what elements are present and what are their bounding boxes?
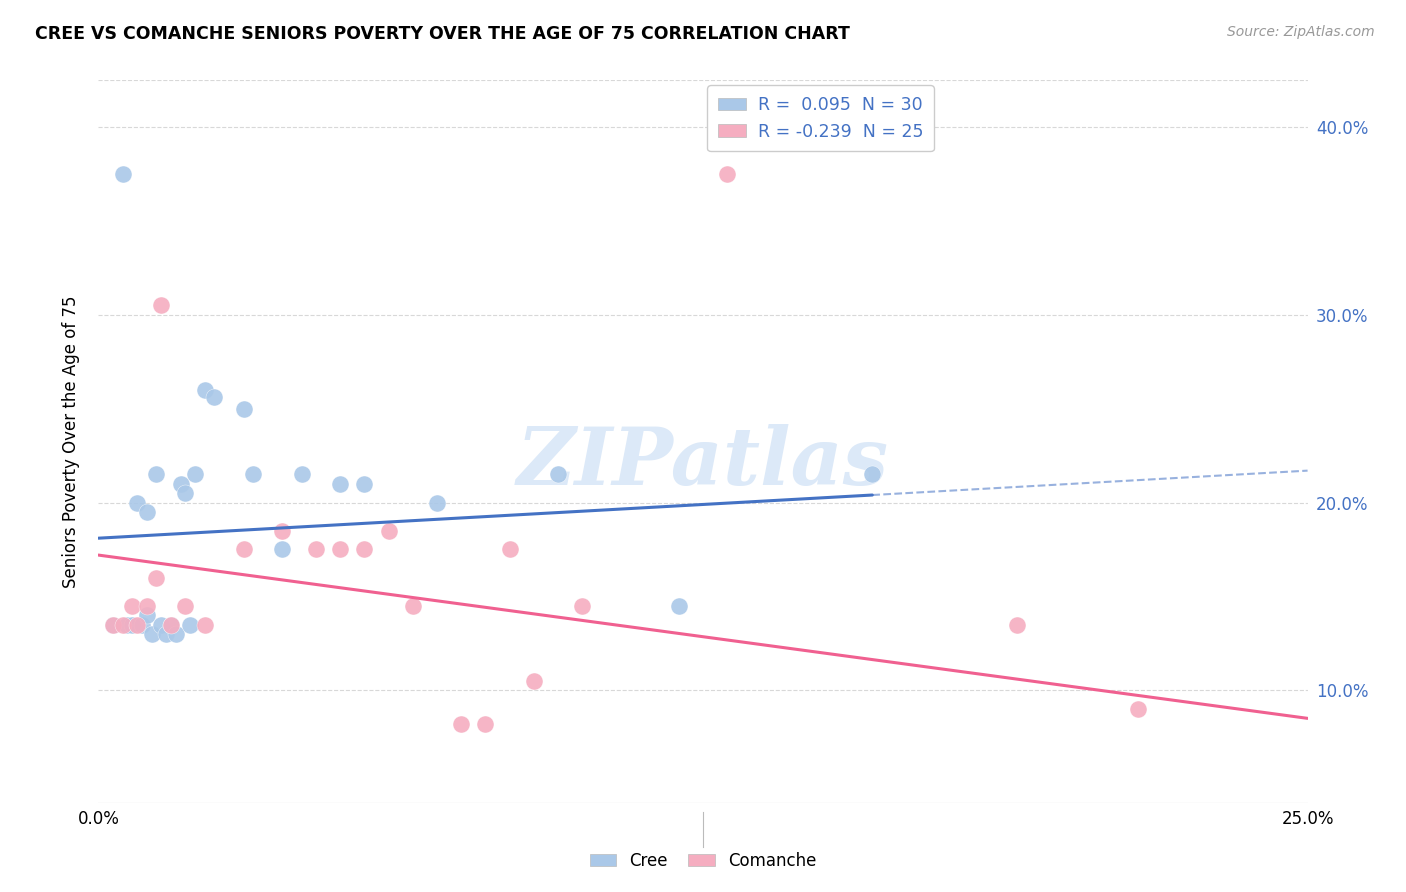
Point <box>141 627 163 641</box>
Point <box>1128 702 1150 716</box>
Point <box>117 617 139 632</box>
Point <box>101 617 124 632</box>
Point <box>165 627 187 641</box>
Point <box>305 542 328 557</box>
Point <box>121 617 143 632</box>
Legend: R =  0.095  N = 30, R = -0.239  N = 25: R = 0.095 N = 30, R = -0.239 N = 25 <box>707 86 934 151</box>
Point <box>716 167 738 181</box>
Point <box>174 599 197 613</box>
Point <box>135 608 157 623</box>
Text: Source: ZipAtlas.com: Source: ZipAtlas.com <box>1227 25 1375 39</box>
Point <box>377 524 399 538</box>
Point <box>150 298 173 312</box>
Point <box>194 383 217 397</box>
Point <box>571 599 593 613</box>
Point <box>242 467 264 482</box>
Point <box>232 542 254 557</box>
Point <box>121 599 143 613</box>
Point <box>547 467 569 482</box>
Point <box>155 627 177 641</box>
Point <box>111 617 134 632</box>
Point <box>174 486 197 500</box>
Point <box>523 673 546 688</box>
Point <box>290 467 312 482</box>
Point <box>127 617 149 632</box>
Point <box>498 542 520 557</box>
Point <box>150 617 173 632</box>
Point <box>179 617 201 632</box>
Point <box>101 617 124 632</box>
Text: ZIPatlas: ZIPatlas <box>517 425 889 502</box>
Text: CREE VS COMANCHE SENIORS POVERTY OVER THE AGE OF 75 CORRELATION CHART: CREE VS COMANCHE SENIORS POVERTY OVER TH… <box>35 25 851 43</box>
Point <box>184 467 207 482</box>
Point <box>329 476 352 491</box>
Point <box>135 505 157 519</box>
Point <box>232 401 254 416</box>
Point <box>353 476 375 491</box>
Point <box>160 617 183 632</box>
Point <box>111 167 134 181</box>
Y-axis label: Seniors Poverty Over the Age of 75: Seniors Poverty Over the Age of 75 <box>62 295 80 588</box>
Point <box>329 542 352 557</box>
Point <box>194 617 217 632</box>
Point <box>271 542 294 557</box>
Point <box>271 524 294 538</box>
Point <box>204 391 226 405</box>
Point <box>860 467 883 482</box>
Point <box>474 717 496 731</box>
Point <box>127 495 149 509</box>
Point <box>668 599 690 613</box>
Point <box>450 717 472 731</box>
Point <box>426 495 449 509</box>
Point <box>353 542 375 557</box>
Point <box>131 617 153 632</box>
Legend: Cree, Comanche: Cree, Comanche <box>583 846 823 877</box>
Point <box>402 599 425 613</box>
Point <box>169 476 191 491</box>
Point <box>160 617 183 632</box>
Point <box>135 599 157 613</box>
Point <box>145 467 167 482</box>
Point <box>145 571 167 585</box>
Point <box>1007 617 1029 632</box>
